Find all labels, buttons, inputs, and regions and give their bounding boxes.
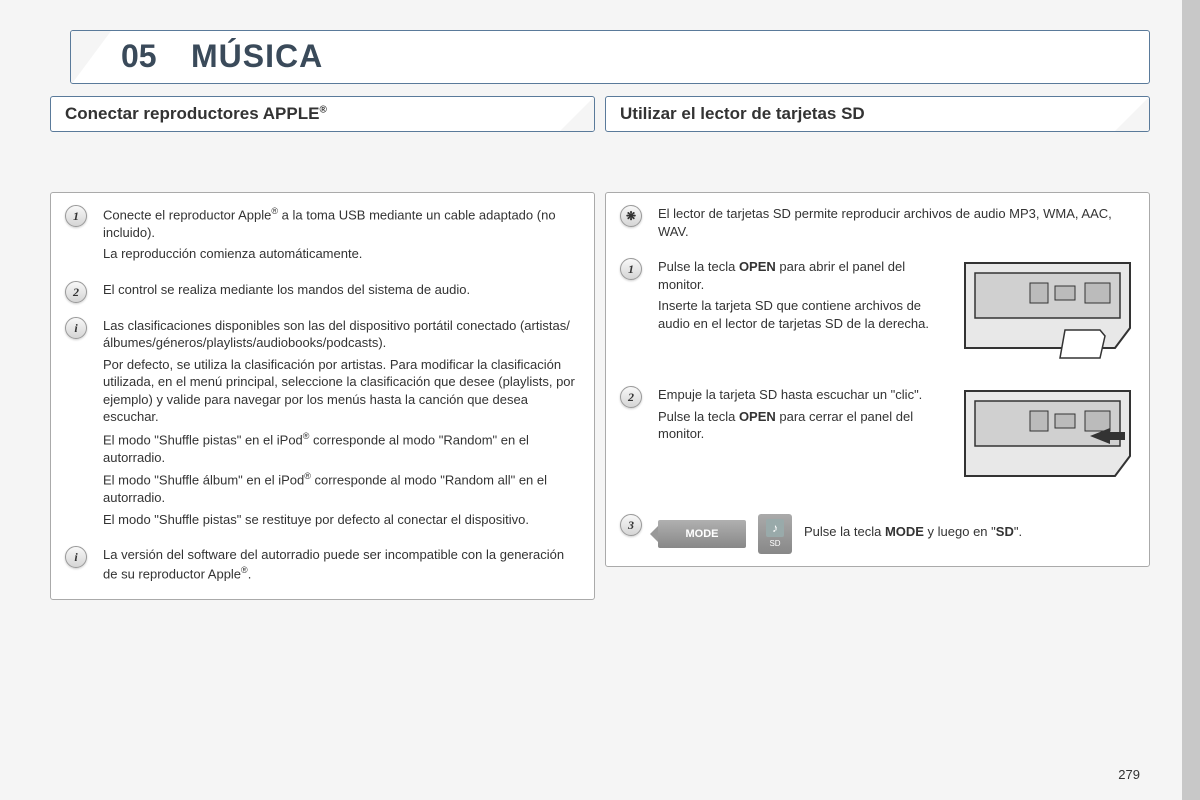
info1-p5: El modo "Shuffle pistas" se restituye po… — [103, 511, 580, 529]
info1-p1: Las clasificaciones disponibles son las … — [103, 317, 580, 352]
tip-text: El lector de tarjetas SD permite reprodu… — [658, 205, 1135, 240]
left-column: Conectar reproductores APPLE® 1 Conecte … — [50, 96, 595, 600]
badge-3: 3 — [620, 514, 642, 536]
chapter-header: 05 MÚSICA — [70, 30, 1150, 84]
sd-slot-diagram-push — [960, 386, 1135, 496]
left-heading: Conectar reproductores APPLE® — [51, 97, 341, 131]
r-step3-text: Pulse la tecla MODE y luego en "SD". — [804, 523, 1135, 541]
info-icon: i — [65, 317, 87, 339]
left-step-2: 2 El control se realiza mediante los man… — [65, 281, 580, 299]
right-subheader: Utilizar el lector de tarjetas SD — [605, 96, 1150, 132]
info1-p2: Por defecto, se utiliza la clasificación… — [103, 356, 580, 426]
step1-text: Conecte el reproductor Apple® a la toma … — [103, 205, 580, 241]
info1-p4: El modo "Shuffle álbum" en el iPod® corr… — [103, 470, 580, 506]
tip-icon: ❋ — [620, 205, 642, 227]
r-step1-line2: Inserte la tarjeta SD que contiene archi… — [658, 297, 950, 332]
badge-2: 2 — [65, 281, 87, 303]
r-step2-line1: Empuje la tarjeta SD hasta escuchar un "… — [658, 386, 950, 404]
badge-1: 1 — [65, 205, 87, 227]
left-subheader: Conectar reproductores APPLE® — [50, 96, 595, 132]
chapter-title: MÚSICA — [191, 38, 323, 75]
right-step-3: 3 MODE ♪ SD Pulse la tecla MODE y luego … — [620, 514, 1135, 554]
info1-p3: El modo "Shuffle pistas" en el iPod® cor… — [103, 430, 580, 466]
chapter-number: 05 — [121, 38, 157, 75]
left-info-2: i La versión del software del autorradio… — [65, 546, 580, 582]
info2-text: La versión del software del autorradio p… — [103, 546, 580, 582]
left-step-1: 1 Conecte el reproductor Apple® a la tom… — [65, 205, 580, 263]
mode-button-graphic: MODE — [658, 520, 746, 548]
step2-text: El control se realiza mediante los mando… — [103, 281, 580, 299]
step1-line2: La reproducción comienza automáticamente… — [103, 245, 580, 263]
badge-1: 1 — [620, 258, 642, 280]
side-tab — [1182, 0, 1200, 800]
right-step-2: 2 Empuje la tarjeta SD hasta escuchar un… — [620, 386, 1135, 496]
r-step2-line2: Pulse la tecla OPEN para cerrar el panel… — [658, 408, 950, 443]
right-heading: Utilizar el lector de tarjetas SD — [606, 97, 879, 131]
right-column: Utilizar el lector de tarjetas SD ❋ El l… — [605, 96, 1150, 600]
badge-2: 2 — [620, 386, 642, 408]
r-step1-line1: Pulse la tecla OPEN para abrir el panel … — [658, 258, 950, 293]
left-panel: 1 Conecte el reproductor Apple® a la tom… — [50, 192, 595, 600]
sd-slot-diagram-insert — [960, 258, 1135, 368]
info-icon: i — [65, 546, 87, 568]
left-info-1: i Las clasificaciones disponibles son la… — [65, 317, 580, 529]
right-step-1: 1 Pulse la tecla OPEN para abrir el pane… — [620, 258, 1135, 368]
right-panel: ❋ El lector de tarjetas SD permite repro… — [605, 192, 1150, 567]
right-tip: ❋ El lector de tarjetas SD permite repro… — [620, 205, 1135, 240]
sd-icon-graphic: ♪ SD — [758, 514, 792, 554]
columns: Conectar reproductores APPLE® 1 Conecte … — [50, 96, 1150, 600]
page-number: 279 — [1118, 767, 1140, 782]
